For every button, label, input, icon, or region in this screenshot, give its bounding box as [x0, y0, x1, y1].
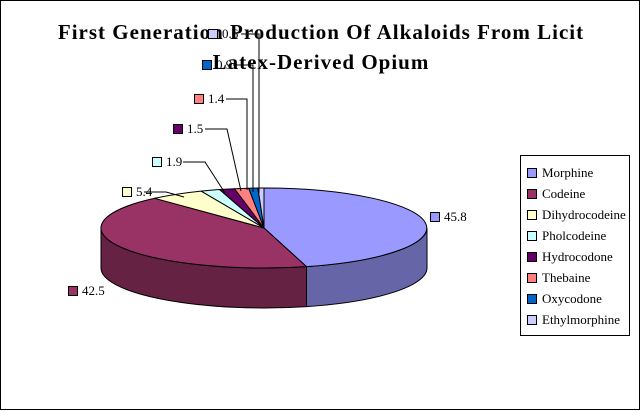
- legend-label-oxycodone: Oxycodone: [542, 290, 602, 306]
- label-value-dihydrocodeine: 5.4: [136, 184, 153, 199]
- legend-label-thebaine: Thebaine: [542, 269, 591, 285]
- legend-marker-icon-morphine: [527, 167, 537, 178]
- pie-slice-morphine: [263, 187, 428, 268]
- legend-marker-icon-codeine: [527, 188, 537, 199]
- legend-label-hydrocodone: Hydrocodone: [542, 248, 613, 264]
- data-label-hydrocodone: 1.5: [173, 121, 203, 137]
- legend-item-pholcodeine: Pholcodeine: [527, 225, 629, 246]
- legend-item-oxycodone: Oxycodone: [527, 288, 629, 309]
- legend-item-hydrocodone: Hydrocodone: [527, 246, 629, 267]
- legend-marker-icon-thebaine: [527, 272, 537, 283]
- legend-marker-icon-ethylmorphine: [527, 314, 537, 325]
- chart-title: First Generation Production Of Alkaloids…: [1, 17, 640, 77]
- legend-marker-icon-dihydrocodeine: [527, 209, 537, 220]
- legend-label-codeine: Codeine: [542, 185, 586, 201]
- label-value-hydrocodone: 1.5: [187, 121, 204, 136]
- pie-slice-codeine: [100, 197, 307, 269]
- label-value-oxycodone: 0.9: [216, 57, 233, 72]
- data-label-dihydrocodeine: 5.4: [122, 184, 152, 200]
- legend-item-ethylmorphine: Ethylmorphine: [527, 309, 629, 330]
- label-marker-icon-oxycodone: [202, 60, 212, 70]
- legend-label-pholcodeine: Pholcodeine: [542, 227, 607, 243]
- legend-marker-icon-pholcodeine: [527, 230, 537, 241]
- data-label-ethylmorphine: 0.6: [208, 26, 238, 42]
- leader-line-dihydrocodeine: [144, 191, 185, 198]
- leader-line-oxycodone: [233, 64, 254, 192]
- legend-item-codeine: Codeine: [527, 183, 629, 204]
- label-marker-icon-thebaine: [194, 94, 204, 104]
- label-value-thebaine: 1.4: [208, 91, 225, 106]
- legend-label-dihydrocodeine: Dihydrocodeine: [542, 206, 626, 222]
- leader-line-thebaine: [226, 98, 248, 190]
- label-marker-icon-codeine: [68, 286, 78, 296]
- label-marker-icon-morphine: [430, 212, 440, 222]
- data-label-pholcodeine: 1.9: [152, 154, 182, 170]
- chart-title-line2: Latex-Derived Opium: [212, 50, 430, 74]
- legend-marker-icon-oxycodone: [527, 293, 537, 304]
- leader-line-ethylmorphine: [241, 33, 260, 193]
- legend: Morphine Codeine Dihydrocodeine Pholcodeine…: [520, 155, 630, 336]
- label-marker-icon-hydrocodone: [173, 124, 183, 134]
- leader-line-hydrocodone: [205, 128, 242, 192]
- data-label-thebaine: 1.4: [194, 91, 224, 107]
- legend-marker-icon-hydrocodone: [527, 251, 537, 262]
- legend-item-morphine: Morphine: [527, 162, 629, 183]
- label-marker-icon-ethylmorphine: [208, 29, 218, 39]
- label-value-morphine: 45.8: [444, 209, 467, 224]
- legend-item-dihydrocodeine: Dihydrocodeine: [527, 204, 629, 225]
- label-marker-icon-pholcodeine: [152, 157, 162, 167]
- pie-slice-ethylmorphine: [257, 187, 265, 229]
- data-label-codeine: 42.5: [68, 283, 105, 299]
- leader-line-pholcodeine: [183, 161, 226, 194]
- chart-title-line1: First Generation Production Of Alkaloids…: [57, 20, 585, 44]
- legend-label-morphine: Morphine: [542, 164, 594, 180]
- data-label-oxycodone: 0.9: [202, 57, 232, 73]
- label-value-pholcodeine: 1.9: [166, 154, 183, 169]
- legend-item-thebaine: Thebaine: [527, 267, 629, 288]
- label-value-codeine: 42.5: [82, 283, 105, 298]
- data-label-morphine: 45.8: [430, 209, 467, 225]
- legend-label-ethylmorphine: Ethylmorphine: [542, 311, 620, 327]
- label-marker-icon-dihydrocodeine: [122, 187, 132, 197]
- label-value-ethylmorphine: 0.6: [222, 26, 239, 41]
